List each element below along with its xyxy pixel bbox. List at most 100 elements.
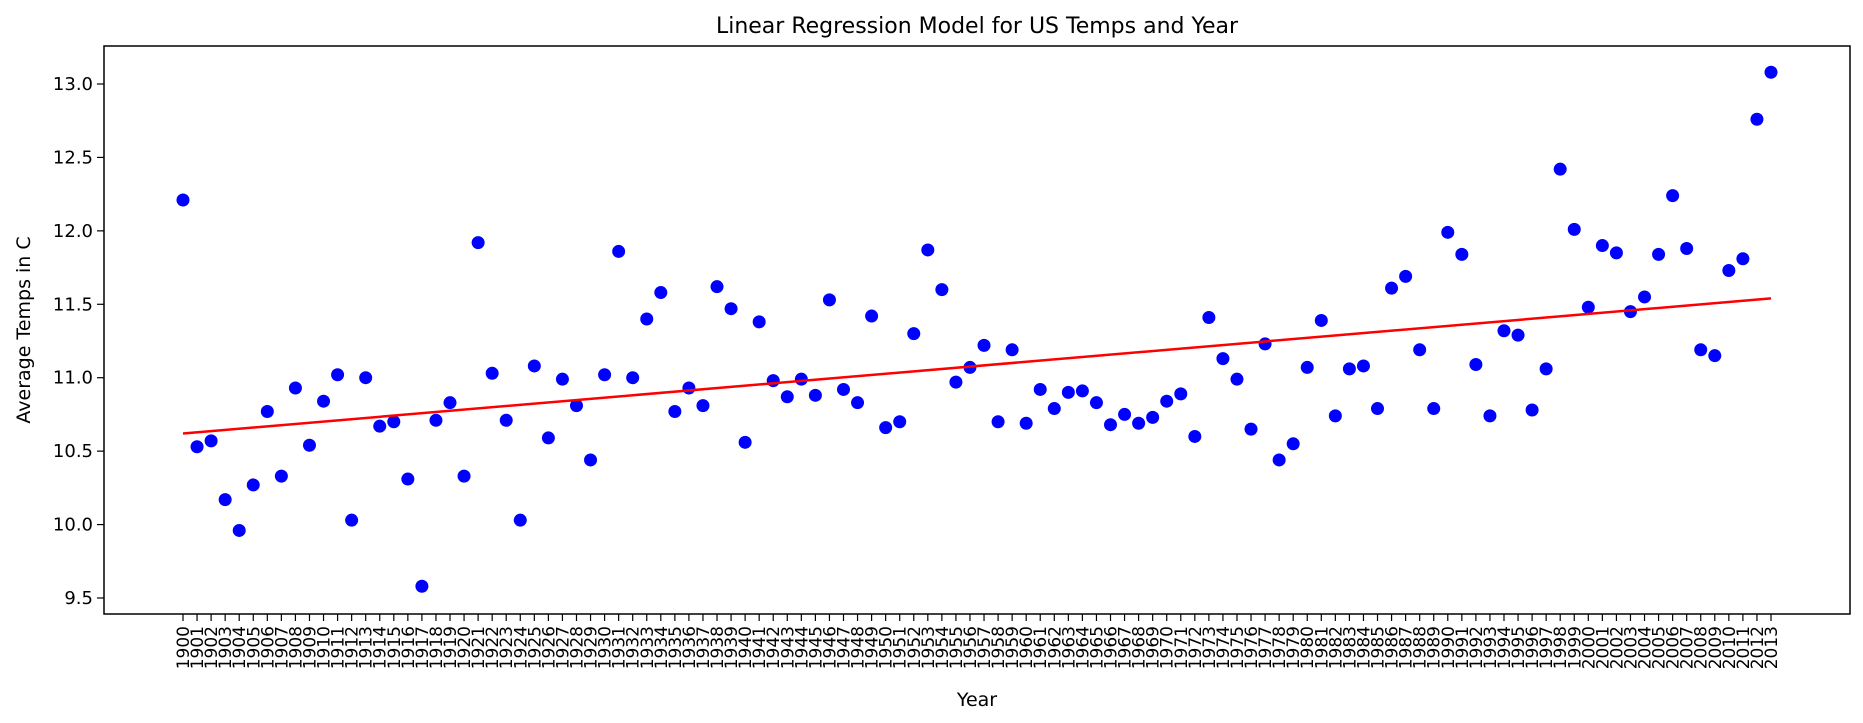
scatter-point [485,366,499,380]
scatter-point [1174,387,1188,401]
x-tick-label: 1962 [1045,626,1065,669]
scatter-point [879,421,893,435]
x-tick-label: 1951 [891,626,911,669]
x-tick-label: 2003 [1621,626,1641,669]
scatter-point [584,453,598,467]
scatter-point [738,435,752,449]
x-tick-label: 1902 [202,626,222,669]
scatter-point [1314,313,1328,327]
x-tick-label: 1946 [820,626,840,669]
x-tick-label: 1940 [736,626,756,669]
scatter-point [1075,384,1089,398]
x-tick-label: 1961 [1031,626,1051,669]
x-tick-label: 1981 [1312,626,1332,669]
x-tick-label: 1973 [1200,626,1220,669]
x-tick-label: 1998 [1551,626,1571,669]
x-tick-label: 1970 [1158,626,1178,669]
x-tick-label: 2007 [1678,626,1698,669]
x-tick-label: 1986 [1383,626,1403,669]
scatter-point [794,372,808,386]
scatter-point [822,293,836,307]
x-tick-label: 1949 [863,626,883,669]
x-tick-label: 1995 [1509,626,1529,669]
x-tick-label: 1983 [1340,626,1360,669]
x-tick-label: 1969 [1144,626,1164,669]
x-tick-label: 2008 [1692,626,1712,669]
scatter-point [1413,343,1427,357]
scatter-point [176,193,190,207]
scatter-point [415,579,429,593]
scatter-point [1666,189,1680,203]
scatter-point [1483,409,1497,423]
scatter-point [1680,241,1694,255]
x-tick-label: 1908 [286,626,306,669]
scatter-point [401,472,415,486]
x-tick-label: 1997 [1537,626,1557,669]
x-tick-label: 2006 [1664,626,1684,669]
scatter-point [1356,359,1370,373]
x-tick-label: 2011 [1734,626,1754,669]
chart-title: Linear Regression Model for US Temps and… [716,14,1239,39]
x-tick-label: 1934 [652,626,672,669]
scatter-point [1399,269,1413,283]
scatter-point [1230,372,1244,386]
scatter-point [288,381,302,395]
x-tick-label: 1944 [792,626,812,669]
y-tick-label: 13.0 [53,74,93,95]
x-tick-label: 1977 [1256,626,1276,669]
y-tick-label: 12.0 [53,221,93,242]
scatter-point [1328,409,1342,423]
x-tick-label: 1930 [596,626,616,669]
x-tick-label: 1905 [244,626,264,669]
scatter-point [696,399,710,413]
scatter-point [836,382,850,396]
scatter-point [1764,65,1778,79]
x-tick-label: 2000 [1579,626,1599,669]
x-tick-label: 1956 [961,626,981,669]
x-tick-label: 1980 [1298,626,1318,669]
scatter-point [260,404,274,418]
scatter-point [1581,300,1595,314]
x-tick-label: 1917 [413,626,433,669]
x-tick-label: 1929 [582,626,602,669]
scatter-point [640,312,654,326]
scatter-point [949,375,963,389]
y-tick-label: 11.0 [53,368,93,389]
scatter-point [752,315,766,329]
x-tick-label: 1927 [553,626,573,669]
x-tick-label: 2009 [1706,626,1726,669]
scatter-point [513,513,527,527]
scatter-point [1708,349,1722,363]
scatter-point [1118,407,1132,421]
scatter-point [612,244,626,258]
x-tick-label: 1933 [638,626,658,669]
scatter-point [1033,382,1047,396]
x-tick-label: 1948 [849,626,869,669]
plot-area [176,65,1778,593]
scatter-point [331,368,345,382]
x-tick-label: 1953 [919,626,939,669]
y-tick-label: 11.5 [53,294,93,315]
x-tick-label: 1957 [975,626,995,669]
scatter-point [190,440,204,454]
x-tick-label: 1996 [1523,626,1543,669]
scatter-point [1132,416,1146,430]
scatter-point [626,371,640,385]
x-tick-label: 1971 [1172,626,1192,669]
scatter-point [1750,112,1764,126]
x-tick-label: 1901 [188,626,208,669]
x-tick-label: 1939 [722,626,742,669]
scatter-point [921,243,935,257]
scatter-point [1385,281,1399,295]
scatter-point [429,413,443,427]
scatter-point [865,309,879,323]
scatter-point [1595,239,1609,253]
scatter-point [1553,162,1567,176]
scatter-point [668,404,682,418]
scatter-point [1005,343,1019,357]
x-tick-label: 1999 [1565,626,1585,669]
scatter-point [204,434,218,448]
x-tick-label: 2012 [1748,626,1768,669]
scatter-point [907,327,921,341]
